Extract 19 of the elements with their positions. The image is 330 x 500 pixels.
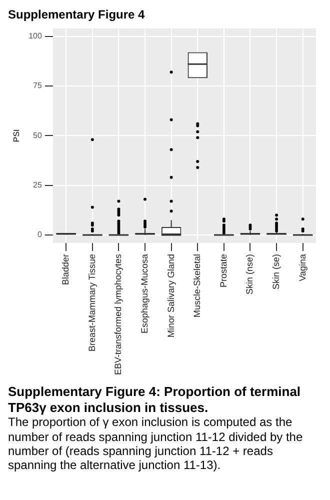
x-tick-label: EBV-transformed lymphocytes: [113, 253, 124, 376]
x-tick-label: Minor Salivary Gland: [166, 254, 176, 338]
y-tick-label: 25: [33, 180, 42, 190]
x-tick-label: Breast-Mammary Tissue: [86, 254, 97, 352]
y-tick-label: 0: [37, 230, 42, 240]
x-tick-label: Esophagus-Mucosa: [140, 254, 150, 334]
x-tick-label: Muscle-Skeletal: [192, 254, 202, 318]
y-tick-label: 50: [33, 130, 42, 140]
x-tick-label: Skin (nse): [244, 254, 255, 294]
x-tick-label: Prostate: [218, 254, 228, 288]
y-tick-label: 75: [33, 81, 42, 90]
text: The proportion of γ exon inclusion is computed as the number of reads spanning junction 11-12 divided by the number of (reads spanning junction 11-12 + reads spanning the alternative junction 11-13).: [8, 415, 304, 473]
y-axis-title: PSI: [12, 129, 22, 142]
x-tick-label: Bladder: [60, 254, 71, 285]
text: Supplementary Figure 4: Proportion of terminal TP63γ exon inclusion in tissues.: [8, 384, 302, 416]
y-tick-label: 100: [28, 32, 42, 41]
chart-title: Supplementary Figure 4: [8, 8, 146, 22]
x-tick-label: Skin (se): [271, 254, 282, 290]
x-tick-label: Vagina: [297, 254, 308, 282]
